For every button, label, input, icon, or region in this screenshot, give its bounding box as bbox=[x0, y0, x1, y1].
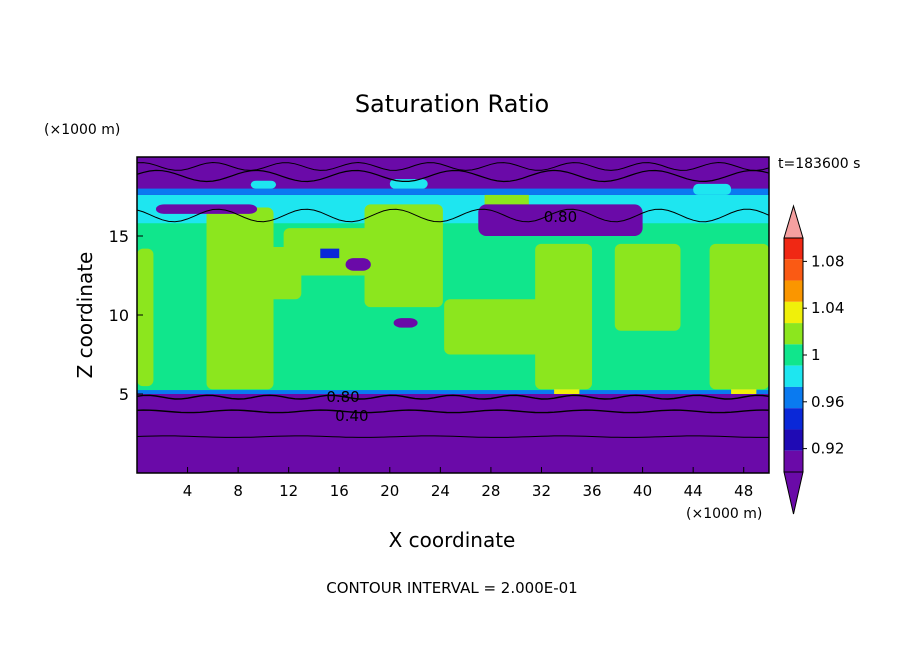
contour-line-0.40 bbox=[137, 409, 769, 414]
colorbar-swatch bbox=[784, 365, 803, 387]
colorbar-swatch bbox=[784, 259, 803, 281]
field-supersaturated-region-5 bbox=[364, 204, 443, 308]
contour-label: 0.80 bbox=[544, 208, 577, 226]
field-lower-blue-edge bbox=[137, 390, 769, 396]
field-navy-patch bbox=[320, 248, 340, 259]
field-supersaturated-region-1 bbox=[137, 248, 154, 387]
field-supersaturated-region-8 bbox=[614, 243, 681, 331]
saturation-field bbox=[137, 157, 769, 473]
x-tick-label: 32 bbox=[532, 482, 551, 500]
field-cyan-patch-1 bbox=[250, 180, 277, 189]
field-lower-dry-layer bbox=[137, 394, 769, 473]
contour-line-upper-1 bbox=[137, 169, 769, 183]
x-tick-label: 20 bbox=[380, 482, 399, 500]
field-blue-fringe bbox=[137, 188, 769, 195]
colorbar-under-triangle bbox=[783, 471, 804, 515]
contour-label: 0.80 bbox=[326, 388, 359, 406]
field-dry-pocket-3 bbox=[155, 204, 258, 214]
x-tick-label: 28 bbox=[481, 482, 500, 500]
field-dry-pocket-2 bbox=[478, 204, 643, 236]
field-supersaturated-region-9 bbox=[709, 243, 769, 390]
x-axis-unit: (×1000 m) bbox=[686, 506, 762, 522]
x-tick-label: 24 bbox=[431, 482, 450, 500]
colorbar-swatch bbox=[784, 238, 803, 260]
colorbar-swatch bbox=[784, 323, 803, 345]
chart-title: Saturation Ratio bbox=[355, 90, 549, 118]
colorbar-over-triangle bbox=[783, 204, 804, 239]
contour-line-0.80-upper bbox=[137, 208, 769, 223]
y-axis-label: Z coordinate bbox=[73, 252, 97, 379]
time-label: t=183600 s bbox=[778, 156, 860, 172]
colorbar-label: 0.92 bbox=[811, 440, 844, 458]
field-dry-pocket-1 bbox=[137, 157, 769, 192]
x-tick-label: 4 bbox=[183, 482, 193, 500]
field-supersaturated-region-6 bbox=[444, 299, 555, 355]
x-tick-label: 36 bbox=[582, 482, 601, 500]
colorbar-swatch bbox=[784, 280, 803, 302]
colorbar-swatch bbox=[784, 429, 803, 451]
contour-line-upper-2 bbox=[137, 161, 769, 171]
x-axis-ticks: 4 8 12 16 20 24 28 32 36 40 44 48 bbox=[183, 467, 753, 500]
field-dry-pocket-4 bbox=[393, 318, 418, 328]
y-tick-label: 10 bbox=[109, 306, 129, 325]
colorbar-swatch bbox=[784, 301, 803, 324]
y-axis-ticks: 5 10 15 bbox=[109, 227, 143, 404]
field-cyan-patch-3 bbox=[693, 183, 732, 195]
x-tick-label: 16 bbox=[330, 482, 349, 500]
x-tick-label: 48 bbox=[734, 482, 753, 500]
x-axis-label: X coordinate bbox=[389, 528, 516, 552]
x-tick-label: 40 bbox=[633, 482, 652, 500]
contour-line-0.80-lower bbox=[137, 394, 769, 400]
contour-line-lower bbox=[137, 435, 769, 438]
contour-labels: 0.800.800.40 bbox=[326, 208, 577, 425]
x-tick-label: 44 bbox=[684, 482, 703, 500]
contour-label: 0.40 bbox=[335, 407, 368, 425]
colorbar-swatch bbox=[784, 450, 803, 472]
contour-interval-footer: CONTOUR INTERVAL = 2.000E-01 bbox=[326, 579, 577, 597]
x-tick-label: 12 bbox=[279, 482, 298, 500]
colorbar: 1.08 1.04 1 0.96 0.92 bbox=[783, 204, 844, 515]
field-dry-pocket-5 bbox=[345, 258, 371, 271]
colorbar-label: 1 bbox=[811, 346, 821, 364]
colorbar-label: 1.04 bbox=[811, 299, 844, 317]
colorbar-swatch bbox=[784, 386, 803, 409]
field-yellow-patch-2 bbox=[731, 389, 757, 394]
colorbar-swatch bbox=[784, 408, 803, 430]
y-axis-unit: (×1000 m) bbox=[44, 122, 120, 138]
field-yellow-patch-1 bbox=[554, 389, 580, 394]
field-supersaturated-region-7 bbox=[535, 243, 593, 390]
y-tick-label: 5 bbox=[119, 385, 129, 404]
contour-lines bbox=[137, 161, 769, 438]
x-tick-label: 8 bbox=[233, 482, 243, 500]
colorbar-label: 1.08 bbox=[811, 252, 844, 270]
colorbar-swatch bbox=[784, 344, 803, 366]
y-tick-label: 15 bbox=[109, 227, 129, 246]
colorbar-label: 0.96 bbox=[811, 393, 844, 411]
